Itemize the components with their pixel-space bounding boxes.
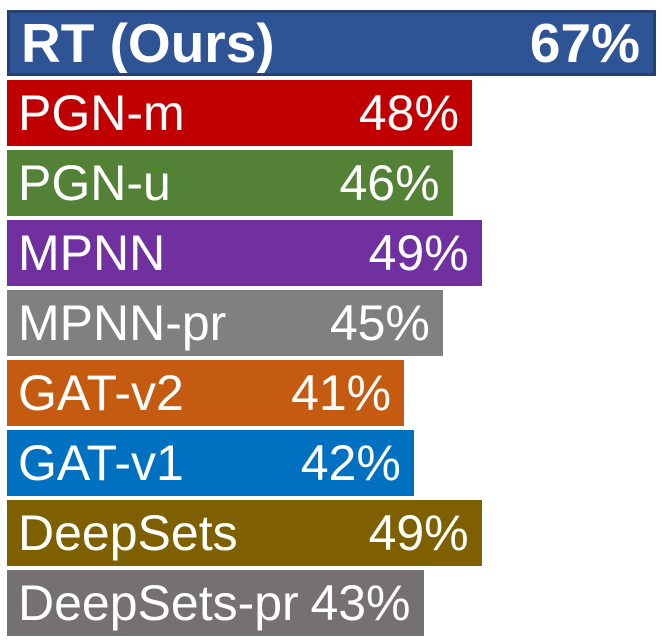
bar-row: GAT-v2 41% (7, 360, 405, 426)
bar-chart: RT (Ours) 67% PGN-m 48% PGN-u 46% MPNN 4… (7, 10, 656, 636)
bar-label: GAT-v2 (18, 365, 184, 421)
bar-value: 41% (291, 365, 392, 421)
bar-value: 49% (368, 505, 469, 561)
bar-label: RT (Ours) (21, 11, 275, 74)
bar-label: GAT-v1 (18, 435, 184, 491)
bar-value: 43% (310, 575, 411, 631)
bar-label: PGN-u (18, 155, 171, 211)
bar-row: MPNN-pr 45% (7, 290, 443, 356)
bar-value: 45% (329, 295, 430, 351)
bar-label: DeepSets (18, 505, 238, 561)
bar-row: GAT-v1 42% (7, 430, 414, 496)
bar-value: 49% (368, 225, 469, 281)
bar-label: DeepSets-pr (18, 575, 299, 631)
bar-row: DeepSets-pr 43% (7, 570, 424, 636)
bar-row: MPNN 49% (7, 220, 482, 286)
bar-row: DeepSets 49% (7, 500, 482, 566)
bar-row: RT (Ours) 67% (7, 10, 656, 76)
bar-row: PGN-m 48% (7, 80, 472, 146)
bar-value: 48% (358, 85, 459, 141)
bar-value: 46% (339, 155, 440, 211)
bar-value: 67% (529, 11, 640, 74)
bar-value: 42% (300, 435, 401, 491)
bar-label: PGN-m (18, 85, 185, 141)
bar-row: PGN-u 46% (7, 150, 453, 216)
bar-label: MPNN (18, 225, 166, 281)
bar-label: MPNN-pr (18, 295, 227, 351)
